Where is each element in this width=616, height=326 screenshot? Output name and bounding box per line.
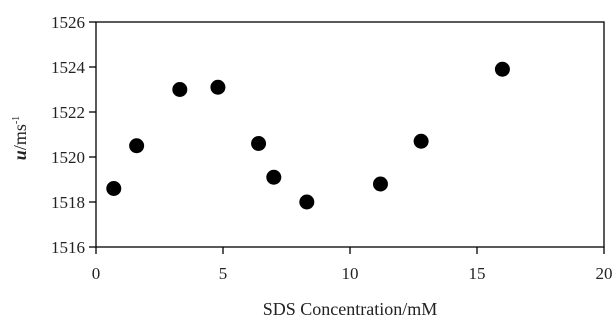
data-point [266, 169, 282, 185]
y-axis: 1516 1518 1520 1522 1524 1526 [51, 13, 96, 257]
data-point [299, 194, 315, 210]
plot-frame [95, 21, 605, 248]
data-points [106, 61, 510, 210]
data-point [494, 61, 510, 77]
data-point [172, 82, 188, 97]
x-tick-label: 15 [469, 264, 486, 283]
x-tick-label: 20 [596, 264, 613, 283]
y-axis-title-exponent: -1 [11, 116, 22, 124]
data-point [129, 138, 145, 154]
y-tick-label: 1522 [51, 103, 85, 122]
data-point [372, 176, 388, 192]
y-axis-title-unit: /ms [10, 124, 30, 150]
data-point [251, 136, 267, 151]
data-point [210, 79, 226, 95]
data-point [106, 181, 122, 196]
y-tick-label: 1516 [51, 238, 85, 257]
x-axis-title: SDS Concentration/mM [263, 299, 438, 319]
y-axis-title: u/ms-1 [10, 116, 30, 160]
y-tick-label: 1520 [51, 148, 85, 167]
x-tick-label: 0 [92, 264, 101, 283]
y-axis-title-symbol: u [10, 150, 30, 160]
data-point [413, 133, 429, 149]
y-tick-label: 1526 [51, 13, 85, 32]
x-axis: 0 5 10 15 20 [92, 247, 613, 283]
y-tick-label: 1518 [51, 193, 85, 212]
x-tick-label: 5 [219, 264, 228, 283]
x-tick-label: 10 [342, 264, 359, 283]
y-tick-label: 1524 [51, 58, 86, 77]
